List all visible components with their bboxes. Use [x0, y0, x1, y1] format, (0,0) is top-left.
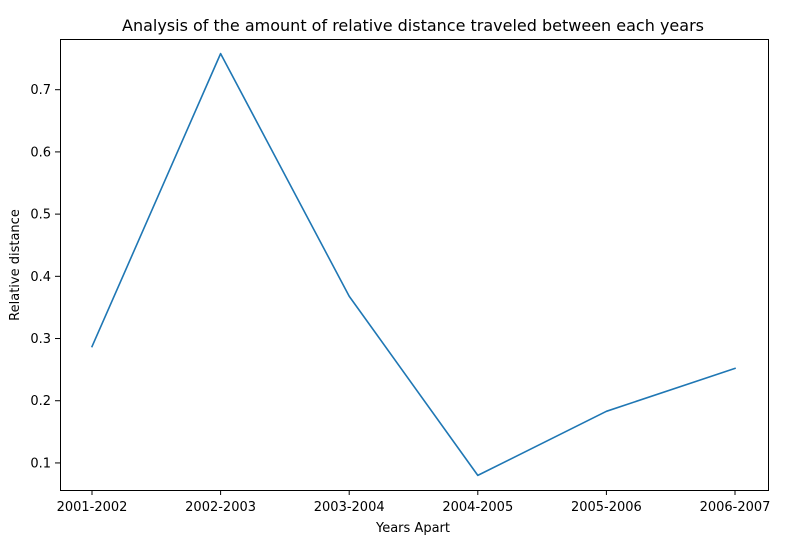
x-axis-label: Years Apart	[375, 521, 450, 536]
y-tick-label: 0.6	[30, 145, 51, 160]
y-tick-label: 0.7	[30, 83, 51, 98]
series-line	[90, 52, 737, 477]
x-tick-label: 2001-2002	[57, 500, 128, 515]
y-tick-label: 0.1	[30, 456, 51, 471]
y-tick-label: 0.3	[30, 332, 51, 347]
y-axis-label: Relative distance	[8, 209, 23, 321]
y-tick-label: 0.4	[30, 270, 51, 285]
y-tick-label: 0.2	[30, 394, 51, 409]
plot-frame	[60, 39, 769, 491]
x-tick-label: 2006-2007	[700, 500, 771, 515]
series-layer	[90, 52, 737, 477]
x-tick-label: 2002-2003	[185, 500, 256, 515]
x-tick-label: 2003-2004	[314, 500, 385, 515]
x-tick-label: 2004-2005	[442, 500, 513, 515]
y-tick-label: 0.5	[30, 208, 51, 223]
axes-ticks: 2001-2002 2002-2003 2003-2004 2004-2005 2005…	[30, 83, 770, 515]
x-tick-label: 2005-2006	[571, 500, 642, 515]
chart-title: Analysis of the amount of relative dista…	[122, 16, 704, 35]
